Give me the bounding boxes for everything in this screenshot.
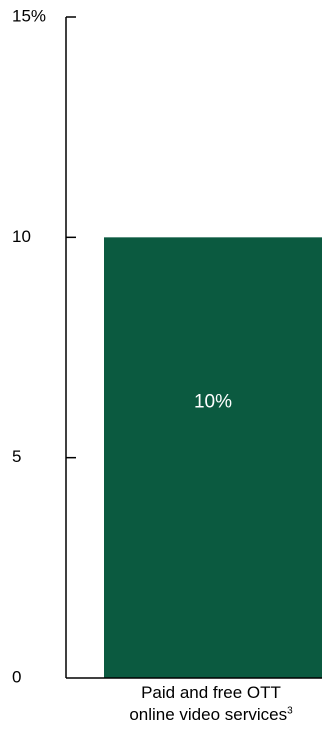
footnote-marker: 3 <box>287 705 293 717</box>
y-tick-label: 10 <box>12 227 31 246</box>
bar <box>104 237 322 679</box>
category-label: Paid and free OTT online video services3 <box>100 682 322 726</box>
category-label-line2: online video services3 <box>100 704 322 726</box>
y-tick-label: 5 <box>12 447 21 466</box>
y-tick-label: 0 <box>12 667 21 686</box>
y-tick-label: 15% <box>12 6 46 25</box>
category-label-line1: Paid and free OTT <box>141 683 281 702</box>
category-label-line2-text: online video services <box>129 705 288 724</box>
bar-data-label: 10% <box>194 392 232 413</box>
